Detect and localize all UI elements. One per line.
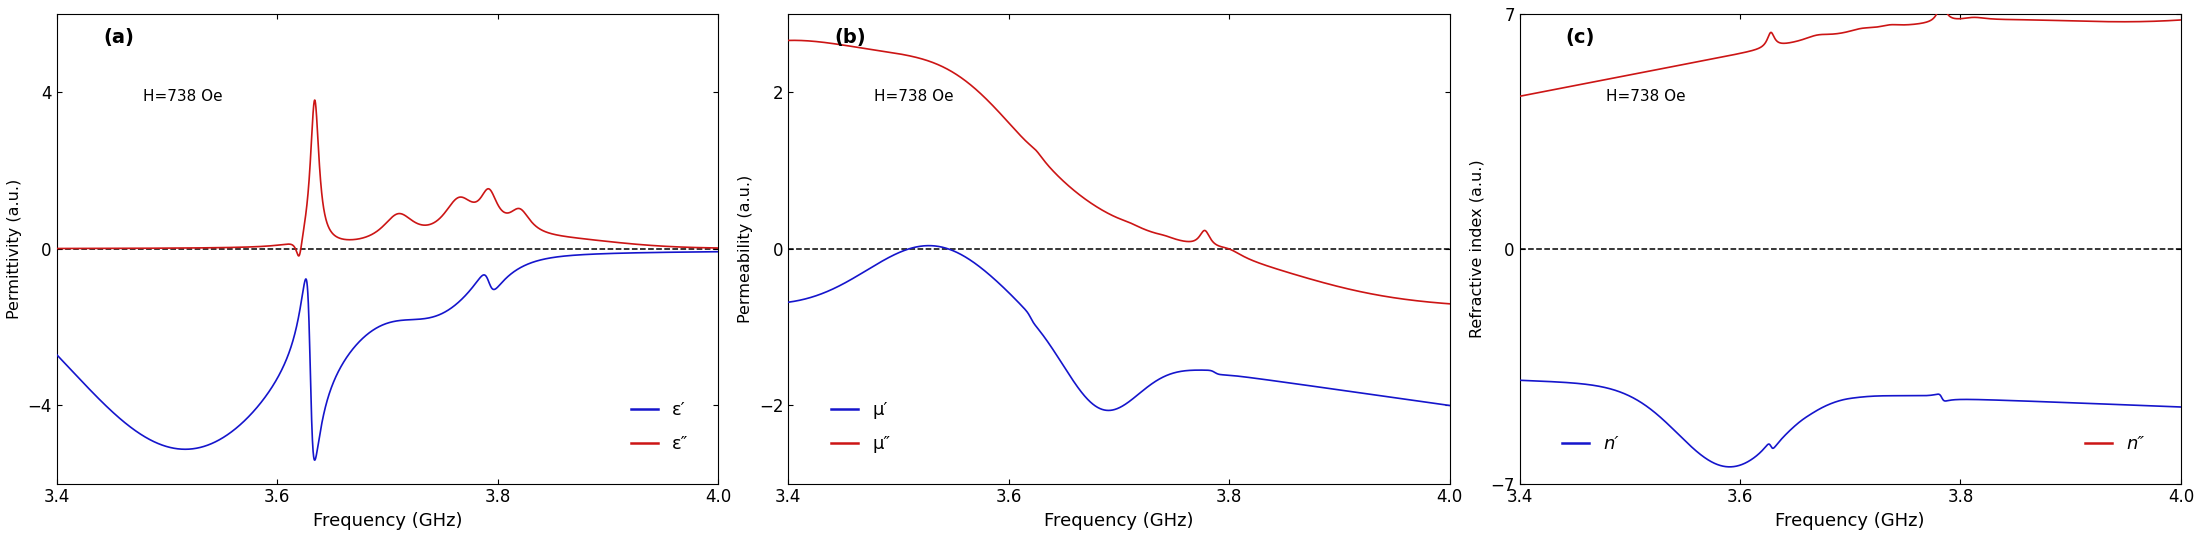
Y-axis label: Permeability (a.u.): Permeability (a.u.)	[737, 175, 753, 323]
Legend: n″: n″	[2078, 428, 2153, 461]
Text: (c): (c)	[1565, 28, 1596, 47]
Text: H=738 Oe: H=738 Oe	[874, 89, 953, 104]
Text: (b): (b)	[834, 28, 865, 47]
X-axis label: Frequency (GHz): Frequency (GHz)	[313, 512, 462, 530]
Text: H=738 Oe: H=738 Oe	[1605, 89, 1686, 104]
Legend: μ′, μ″: μ′, μ″	[823, 394, 898, 461]
X-axis label: Frequency (GHz): Frequency (GHz)	[1776, 512, 1926, 530]
Legend: ε′, ε″: ε′, ε″	[623, 394, 696, 461]
X-axis label: Frequency (GHz): Frequency (GHz)	[1043, 512, 1193, 530]
Text: H=738 Oe: H=738 Oe	[143, 89, 222, 104]
Text: (a): (a)	[103, 28, 134, 47]
Y-axis label: Refractive index (a.u.): Refractive index (a.u.)	[1470, 159, 1486, 338]
Y-axis label: Permittivity (a.u.): Permittivity (a.u.)	[7, 179, 22, 319]
